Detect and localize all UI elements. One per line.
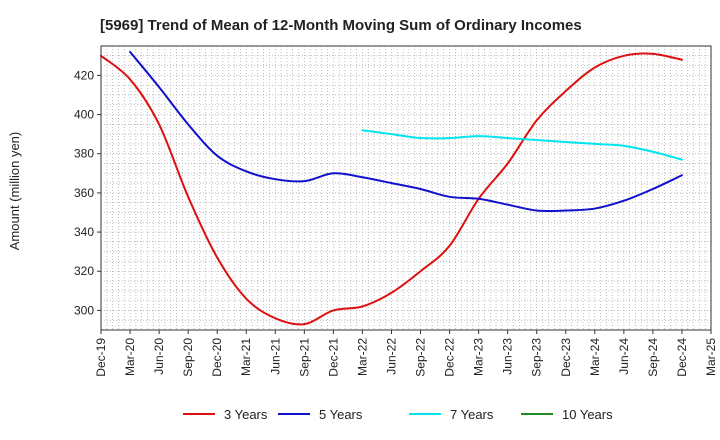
y-axis-title: Amount (million yen) — [7, 132, 22, 251]
legend-label-5-years: 5 Years — [319, 407, 363, 422]
x-tick-label: Jun-21 — [268, 338, 282, 375]
chart-title: [5969] Trend of Mean of 12-Month Moving … — [100, 17, 582, 34]
plot-frame — [100, 45, 712, 331]
x-tick-label: Dec-21 — [326, 338, 340, 377]
y-axis-ticks: 300 320 340 360 380 400 420 — [74, 68, 101, 317]
legend-label-10-years: 10 Years — [562, 407, 613, 422]
x-tick-label: Mar-25 — [704, 338, 718, 376]
x-tick-label: Sep-21 — [297, 338, 311, 377]
x-tick-label: Mar-24 — [588, 338, 602, 376]
x-tick-label: Mar-21 — [239, 338, 253, 376]
y-tick-label: 300 — [74, 303, 94, 317]
legend-label-7-years: 7 Years — [450, 407, 494, 422]
y-tick-label: 360 — [74, 186, 94, 200]
y-tick-label: 340 — [74, 225, 94, 239]
series-line-7-years — [361, 129, 683, 161]
legend-label-3-years: 3 Years — [224, 407, 268, 422]
x-tick-label: Jun-22 — [384, 338, 398, 375]
x-tick-label: Dec-23 — [559, 338, 573, 377]
plot-grid — [101, 46, 711, 330]
plot-lines — [100, 50, 683, 326]
x-tick-label: Sep-24 — [646, 338, 660, 377]
legend: 3 Years 5 Years 7 Years 10 Years — [183, 407, 613, 422]
x-tick-label: Dec-22 — [443, 338, 457, 377]
x-tick-label: Mar-20 — [123, 338, 137, 376]
x-tick-label: Jun-20 — [152, 338, 166, 375]
x-tick-label: Jun-24 — [617, 338, 631, 375]
x-axis-ticks: Dec-19 Mar-20 Jun-20 Sep-20 Dec-20 Mar-21 Jun-… — [94, 330, 718, 377]
x-tick-label: Jun-23 — [501, 338, 515, 375]
series-line-5-years — [129, 50, 683, 213]
x-tick-label: Mar-22 — [355, 338, 369, 376]
y-tick-label: 420 — [74, 68, 94, 82]
x-tick-label: Sep-22 — [414, 338, 428, 377]
series-line-3-years — [100, 52, 683, 326]
y-tick-label: 320 — [74, 264, 94, 278]
x-tick-label: Sep-20 — [181, 338, 195, 377]
x-tick-label: Dec-19 — [94, 338, 108, 377]
x-tick-label: Dec-24 — [675, 338, 689, 377]
y-tick-label: 400 — [74, 108, 94, 122]
x-tick-label: Mar-23 — [472, 338, 486, 376]
x-tick-label: Dec-20 — [210, 338, 224, 377]
y-tick-label: 380 — [74, 147, 94, 161]
x-tick-label: Sep-23 — [530, 338, 544, 377]
